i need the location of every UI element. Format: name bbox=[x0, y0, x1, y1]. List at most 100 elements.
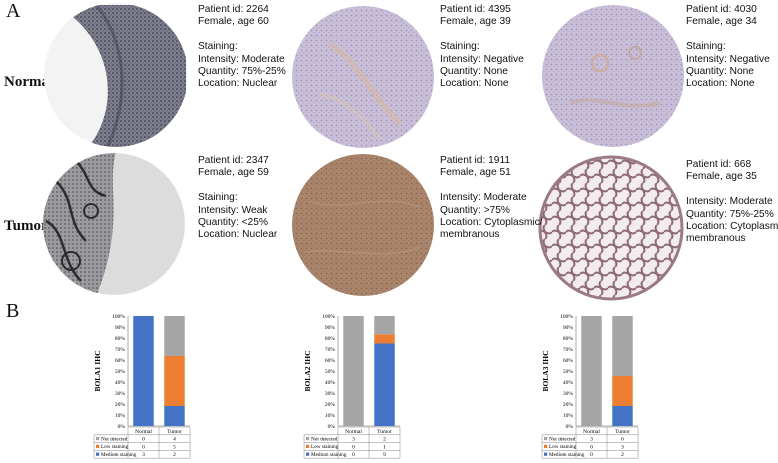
location: Location: None bbox=[686, 78, 755, 90]
location: Location: Cytoplasmic/ bbox=[686, 220, 778, 232]
sex-age: Female, age 39 bbox=[440, 16, 511, 28]
location: Location: Nuclear bbox=[198, 78, 278, 90]
staining-header: Staining: bbox=[686, 41, 726, 53]
core-info-tumor-2: Patient id: 1911 Female, age 51 Intensit… bbox=[440, 155, 543, 242]
legend-label: Not detected bbox=[549, 436, 576, 442]
location: Location: Nuclear bbox=[198, 229, 278, 241]
tissue-core-tumor-1 bbox=[43, 153, 185, 295]
table-value: 2 bbox=[621, 452, 624, 458]
quantity: Quantity: 75%-25% bbox=[198, 65, 286, 77]
y-tick-label: 20% bbox=[115, 402, 126, 408]
y-tick-label: 10% bbox=[563, 413, 574, 419]
y-tick-label: 10% bbox=[325, 413, 336, 419]
bar-segment-not-detected bbox=[581, 316, 602, 426]
location: Location: None bbox=[440, 78, 509, 90]
table-value: 0 bbox=[590, 452, 593, 458]
legend-label: Not detected bbox=[311, 436, 338, 442]
table-value: 3 bbox=[590, 437, 593, 443]
tissue-core-normal-3 bbox=[542, 5, 684, 147]
intensity: Intensity: Moderate bbox=[440, 192, 527, 204]
core-info-normal-2: Patient id: 4395 Female, age 39 Staining… bbox=[440, 4, 524, 91]
core-info-tumor-1: Patient id: 2347 Female, age 59 Staining… bbox=[198, 155, 277, 242]
table-value: 5 bbox=[173, 444, 176, 450]
legend-swatch bbox=[306, 452, 310, 456]
table-value: 2 bbox=[173, 452, 176, 458]
quantity: Quantity: None bbox=[440, 65, 508, 77]
y-tick-label: 70% bbox=[115, 347, 126, 353]
legend-label: Low staining bbox=[549, 444, 577, 450]
core-info-normal-3: Patient id: 4030 Female, age 34 Staining… bbox=[686, 4, 770, 91]
staining-header: Staining: bbox=[440, 41, 480, 53]
table-value: 0 bbox=[352, 444, 355, 450]
bar-segment-not-detected bbox=[612, 316, 633, 376]
table-value: 4 bbox=[173, 437, 176, 443]
quantity: Quantity: >75% bbox=[440, 204, 510, 216]
location-continued: membranous bbox=[686, 233, 746, 245]
table-value: 6 bbox=[621, 437, 624, 443]
location: Location: Cytoplasmic/ bbox=[440, 216, 543, 228]
legend-label: Low staining bbox=[311, 444, 339, 450]
bar-segment-low-staining bbox=[612, 376, 633, 406]
table-value: 0 bbox=[590, 444, 593, 450]
patient-id: Patient id: 4395 bbox=[440, 4, 511, 15]
legend-label: Not detected bbox=[101, 436, 128, 442]
legend-swatch bbox=[96, 452, 100, 456]
bar-segment-not-detected bbox=[343, 316, 364, 426]
intensity: Intensity: Moderate bbox=[686, 196, 773, 208]
bar-segment-not-detected bbox=[374, 316, 395, 335]
y-tick-label: 90% bbox=[115, 325, 126, 331]
table-value: 0 bbox=[352, 452, 355, 458]
y-tick-label: 30% bbox=[563, 391, 574, 397]
patient-id: Patient id: 668 bbox=[686, 159, 752, 170]
tissue-core-normal-1 bbox=[44, 3, 188, 147]
table-value: 9 bbox=[383, 452, 386, 458]
y-tick-label: 20% bbox=[563, 402, 574, 408]
core-info-normal-1: Patient id: 2264 Female, age 60 Staining… bbox=[198, 4, 286, 91]
panel-a-label: A bbox=[6, 0, 21, 22]
table-value: 3 bbox=[142, 452, 145, 458]
bola2-chart: BOLA2 IHC0%10%20%30%40%50%60%70%80%90%10… bbox=[303, 314, 401, 459]
y-tick-label: 20% bbox=[325, 402, 336, 408]
y-tick-label: 50% bbox=[115, 369, 126, 375]
y-tick-label: 0% bbox=[566, 424, 574, 430]
bar-segment-low-staining bbox=[164, 356, 185, 406]
y-tick-label: 80% bbox=[563, 336, 574, 342]
legend-swatch bbox=[96, 437, 100, 441]
core-info-tumor-3: Patient id: 668 Female, age 35 Intensity… bbox=[686, 159, 778, 246]
legend-swatch bbox=[306, 444, 310, 448]
y-axis-label: BOLA2 IHC bbox=[303, 350, 312, 391]
bar-segment-not-detected bbox=[164, 316, 185, 356]
y-tick-label: 50% bbox=[563, 369, 574, 375]
y-tick-label: 30% bbox=[115, 391, 126, 397]
y-tick-label: 50% bbox=[325, 369, 336, 375]
bar-segment-medium-staining bbox=[133, 316, 154, 426]
staining-header: Staining: bbox=[198, 192, 238, 204]
sex-age: Female, age 59 bbox=[198, 167, 269, 179]
legend-swatch bbox=[96, 444, 100, 448]
y-tick-label: 90% bbox=[563, 325, 574, 331]
x-tick-label: Tumor bbox=[615, 429, 630, 435]
legend-swatch bbox=[544, 452, 548, 456]
y-tick-label: 70% bbox=[563, 347, 574, 353]
staining-header: Staining: bbox=[198, 41, 238, 53]
table-value: 2 bbox=[383, 437, 386, 443]
panel-b-label: B bbox=[6, 300, 20, 322]
bar-segment-medium-staining bbox=[374, 343, 395, 426]
intensity: Intensity: Negative bbox=[440, 53, 524, 65]
bar-segment-medium-staining bbox=[164, 406, 185, 426]
table-value: 0 bbox=[142, 444, 145, 450]
patient-id: Patient id: 1911 bbox=[440, 155, 511, 166]
bar-segment-low-staining bbox=[374, 334, 395, 344]
legend-label: Medium staining bbox=[101, 452, 137, 458]
intensity: Intensity: Weak bbox=[198, 204, 268, 216]
y-tick-label: 90% bbox=[325, 325, 336, 331]
y-tick-label: 100% bbox=[322, 314, 335, 320]
intensity: Intensity: Moderate bbox=[198, 53, 285, 65]
legend-swatch bbox=[306, 437, 310, 441]
location-continued: membranous bbox=[440, 229, 500, 241]
x-tick-label: Tumor bbox=[377, 429, 392, 435]
y-axis-label: BOLA3 IHC bbox=[541, 350, 550, 391]
x-tick-label: Normal bbox=[583, 429, 600, 435]
y-tick-label: 0% bbox=[328, 424, 336, 430]
bola1-chart: BOLA1 IHC 0% 10% 20% 30% 40% 50% 60% 70% 80% 90% 10… bbox=[93, 314, 191, 459]
